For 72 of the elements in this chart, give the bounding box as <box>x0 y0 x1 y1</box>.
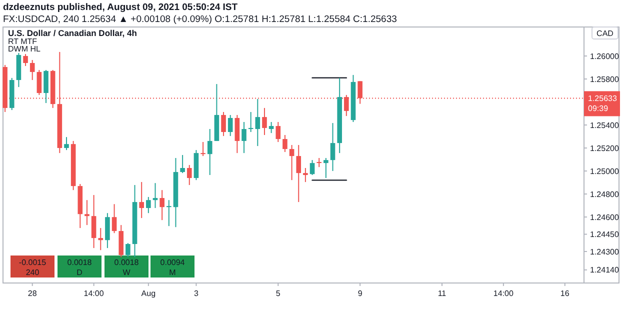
x-tick-label: 9 <box>358 289 363 298</box>
annotation: 0.0018 <box>114 258 140 267</box>
annotation: 0.0018 <box>67 258 92 267</box>
candlestick <box>234 114 240 154</box>
candlestick <box>330 122 336 172</box>
annotation: RT MTF <box>8 37 38 46</box>
annotation: -0.0015 <box>18 258 47 267</box>
x-tick-label: 28 <box>28 289 38 298</box>
x-tick-label: 11 <box>438 289 447 298</box>
x-tick-label: 3 <box>194 289 199 298</box>
candlestick <box>44 70 48 104</box>
candlestick <box>324 157 328 178</box>
candlestick <box>282 134 288 153</box>
candlestick <box>242 121 246 154</box>
candlestick <box>160 190 164 221</box>
candlestick <box>112 204 117 234</box>
y-tick-label: 1.24800 <box>590 190 620 199</box>
candlestick <box>91 194 96 249</box>
y-tick-label: 1.26000 <box>590 52 620 61</box>
annotation: W <box>122 268 131 277</box>
candlestick <box>228 114 233 137</box>
chart-title: U.S. Dollar / Canadian Dollar, 4h <box>8 28 137 38</box>
x-tick-label: Aug <box>141 289 156 298</box>
text: CAD <box>596 29 614 38</box>
annotation: 0.0094 <box>160 258 186 267</box>
y-tick-label: 1.25400 <box>590 120 620 130</box>
candlestick <box>310 160 315 176</box>
candlestick <box>255 98 260 147</box>
x-tick-label: 5 <box>276 289 281 298</box>
y-tick-label: 1.25800 <box>590 74 620 84</box>
candlestick <box>30 60 35 81</box>
annotation: 240 <box>26 268 40 277</box>
candlestick <box>23 54 28 66</box>
candlestick <box>207 128 212 176</box>
candlestick <box>36 70 42 96</box>
text: FX:USDCAD, 240 1.25634 ▲ +0.00108 (+0.09%) O:1.25781 H:1.25781 L:1.25584 C:1.25633 <box>3 14 397 25</box>
candlestick <box>146 196 151 214</box>
candlestick <box>166 200 172 227</box>
candlestick <box>98 228 104 251</box>
x-tick-label: 16 <box>560 289 570 298</box>
candlestick <box>200 142 206 157</box>
candlestick <box>289 144 294 181</box>
y-tick-label: 1.24600 <box>590 212 620 222</box>
y-tick-label: 1.25000 <box>590 166 620 176</box>
text: 09:39 <box>588 104 609 114</box>
annotation: D <box>76 268 83 277</box>
candlestick <box>268 121 274 134</box>
annotation: DWM HL <box>8 44 41 54</box>
candlestick <box>180 154 185 174</box>
candlestick <box>186 164 192 186</box>
y-tick-label: 1.24300 <box>590 247 620 256</box>
candlestick <box>139 182 144 219</box>
ref-line-label: 1.25633 <box>588 94 618 104</box>
candlestick <box>303 167 308 183</box>
candlestick <box>64 136 69 151</box>
x-tick-label: 14:00 <box>84 289 104 298</box>
annotation: M <box>169 268 176 277</box>
candlestick <box>276 121 281 143</box>
y-tick-label: 1.25200 <box>590 144 620 153</box>
candlestick <box>84 200 90 226</box>
candlestick <box>248 111 254 132</box>
candlestick <box>152 182 158 209</box>
candlestick <box>262 107 267 136</box>
text: dzdeeznuts published, August 09, 2021 05:50:24 IST <box>3 2 238 13</box>
x-tick-label: 14:00 <box>493 289 514 298</box>
candlestick <box>316 157 322 168</box>
candlestick <box>296 144 302 203</box>
y-tick-label: 1.24450 <box>590 230 620 240</box>
candlestick <box>105 212 110 249</box>
candlestick <box>221 111 226 137</box>
candlestick <box>126 242 130 258</box>
y-tick-label: 1.24140 <box>590 266 620 275</box>
